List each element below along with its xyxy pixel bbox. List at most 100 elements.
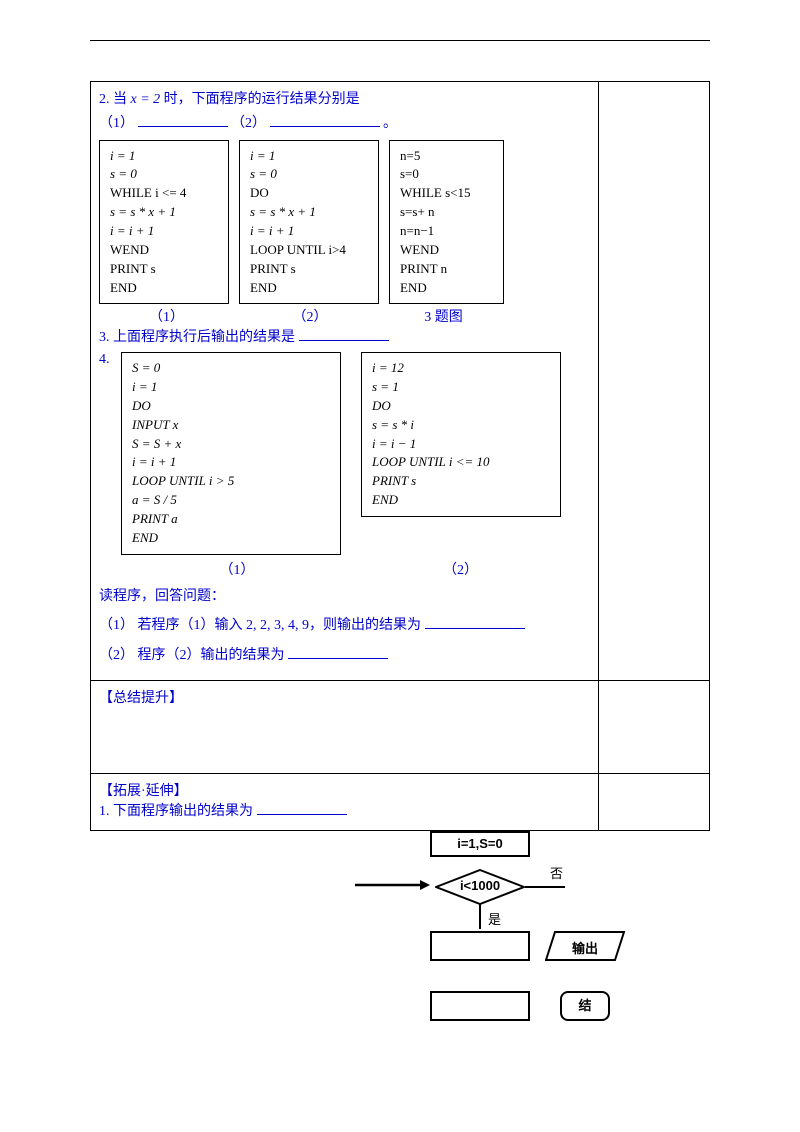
b2l3: s = s * x + 1 [250, 204, 316, 219]
q4b2l2: DO [372, 398, 391, 413]
b1l1: s = 0 [110, 166, 137, 181]
flow-yes-label: 是 [488, 909, 501, 928]
b2l7: END [250, 280, 277, 295]
q4b1l6: LOOP UNTIL i > 5 [132, 473, 234, 488]
b1l5: WEND [110, 242, 149, 257]
b1l3: s = s * x + 1 [110, 204, 176, 219]
q4b2l1: s = 1 [372, 379, 399, 394]
q4-box2: i = 12 s = 1 DO s = s * i i = i − 1 LOOP… [361, 352, 561, 517]
q2-xeq-text: x = 2 [131, 92, 161, 107]
q2-period: 。 [383, 116, 397, 131]
q4b1l5: i = i + 1 [132, 454, 176, 469]
q4-blank2[interactable] [288, 644, 388, 659]
q4b1l2: DO [132, 398, 151, 413]
arrow-down-icon [478, 904, 482, 929]
page: 2. 当 x = 2 时，下面程序的运行结果分别是 （1） （2） 。 i = … [0, 0, 800, 1071]
q2-text-b: 时，下面程序的运行结果分别是 [164, 92, 360, 107]
q4-blank1[interactable] [425, 614, 525, 629]
q4b2l0: i = 12 [372, 360, 404, 375]
cap2: （2） [238, 306, 383, 326]
q2-blank1[interactable] [138, 112, 228, 127]
flow-init-box: i=1,S=0 [430, 831, 530, 857]
b2l4: i = i + 1 [250, 223, 294, 238]
q4b2l7: END [372, 492, 398, 507]
q4b2l5: LOOP UNTIL i <= 10 [372, 454, 489, 469]
q2-blank2[interactable] [270, 112, 380, 127]
flowchart: i=1,S=0 i<1000 否 是 输出 结 [350, 831, 700, 1051]
b2l5: LOOP UNTIL i>4 [250, 242, 346, 257]
side-cell-2 [598, 680, 709, 773]
q3-blank[interactable] [299, 326, 389, 341]
b3l0: n=5 [400, 148, 420, 163]
ext-cell: 【拓展·延伸】 1. 下面程序输出的结果为 [91, 773, 599, 830]
b3l1: s=0 [400, 166, 419, 181]
b1l0: i = 1 [110, 148, 135, 163]
b2l2: DO [250, 185, 269, 200]
ext-header: 【拓展·延伸】 [99, 780, 590, 800]
b1l4: i = i + 1 [110, 223, 154, 238]
flow-end-text: 结 [578, 998, 591, 1013]
b3l6: PRINT n [400, 261, 447, 276]
flow-output-text: 输出 [545, 938, 625, 957]
q4b1l8: PRINT a [132, 511, 178, 526]
q4-box1: S = 0 i = 1 DO INPUT x S = S + x i = i +… [121, 352, 341, 554]
code-box-1: i = 1 s = 0 WHILE i <= 4 s = s * x + 1 i… [99, 140, 229, 305]
main-cell-1: 2. 当 x = 2 时，下面程序的运行结果分别是 （1） （2） 。 i = … [91, 82, 599, 681]
flow-output: 输出 [545, 931, 625, 961]
q2-code-row: i = 1 s = 0 WHILE i <= 4 s = s * x + 1 i… [99, 140, 590, 305]
q4b1l9: END [132, 530, 158, 545]
flow-no-label: 否 [550, 863, 563, 882]
q4b1l3: INPUT x [132, 417, 178, 432]
q4b2l3: s = s * i [372, 417, 414, 432]
q3-prompt: 3. 上面程序执行后输出的结果是 [99, 326, 590, 350]
q4b1l4: S = S + x [132, 436, 181, 451]
q3-text: 3. 上面程序执行后输出的结果是 [99, 330, 295, 345]
q2-sub2: （2） [231, 116, 266, 131]
summary-cell: 【总结提升】 [91, 680, 599, 773]
b3l2: WHILE s<15 [400, 185, 471, 200]
q4-read: 读程序，回答问题： [99, 585, 590, 609]
side-cell-3 [598, 773, 709, 830]
flow-empty-box-2 [430, 991, 530, 1021]
top-rule [90, 40, 710, 41]
q4cap1: （1） [117, 559, 357, 579]
q4cap2: （2） [361, 559, 561, 579]
b2l1: s = 0 [250, 166, 277, 181]
code-box-2: i = 1 s = 0 DO s = s * x + 1 i = i + 1 L… [239, 140, 379, 305]
b2l0: i = 1 [250, 148, 275, 163]
q2-captions: （1） （2） 3 题图 [99, 306, 590, 326]
q4-questions: 读程序，回答问题： （1） 若程序（1）输入 2, 2, 3, 4, 9，则输出… [99, 585, 590, 668]
b1l6: PRINT s [110, 261, 156, 276]
b1l2: WHILE i <= 4 [110, 185, 186, 200]
flow-terminator: 结 [560, 991, 610, 1021]
b3l3: s=s+ n [400, 204, 435, 219]
q4-p1: （1） 若程序（1）输入 2, 2, 3, 4, 9，则输出的结果为 [99, 618, 421, 633]
q2-sub1: （1） [99, 116, 134, 131]
code-box-3: n=5 s=0 WHILE s<15 s=s+ n n=n−1 WEND PRI… [389, 140, 504, 305]
q4b2l4: i = i − 1 [372, 436, 416, 451]
flow-empty-box-1 [430, 931, 530, 961]
side-cell-1 [598, 82, 709, 681]
summary-header: 【总结提升】 [99, 691, 183, 706]
b3l4: n=n−1 [400, 223, 434, 238]
flow-cond-text: i<1000 [435, 878, 525, 893]
b2l6: PRINT s [250, 261, 296, 276]
q4-num: 4. [99, 352, 117, 368]
q4-captions: （1） （2） [99, 559, 590, 579]
q4b1l1: i = 1 [132, 379, 157, 394]
arrow-right-icon [350, 876, 430, 894]
q4b1l7: a = S / 5 [132, 492, 177, 507]
b3l7: END [400, 280, 427, 295]
ext-q1: 1. 下面程序输出的结果为 [99, 800, 590, 824]
q4b2l6: PRINT s [372, 473, 416, 488]
cap3: 3 题图 [386, 306, 501, 326]
b1l7: END [110, 280, 137, 295]
flow-init-text: i=1,S=0 [457, 836, 503, 851]
q4-p2: （2） 程序（2）输出的结果为 [99, 648, 285, 663]
ext-q1-text: 1. 下面程序输出的结果为 [99, 804, 253, 819]
b3l5: WEND [400, 242, 439, 257]
flow-decision: i<1000 [435, 869, 525, 905]
ext-q1-blank[interactable] [257, 800, 347, 815]
q2-xeq: x = 2 [131, 92, 164, 107]
q4-row: 4. S = 0 i = 1 DO INPUT x S = S + x i = … [99, 352, 590, 554]
